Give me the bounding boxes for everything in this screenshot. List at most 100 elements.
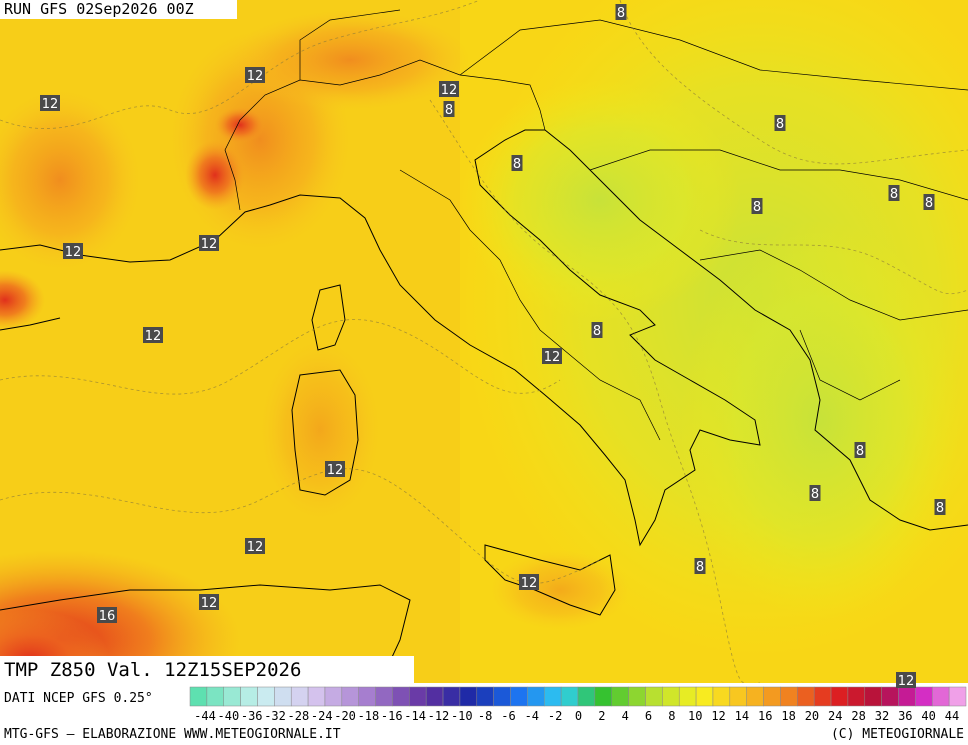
scale-label: 10 bbox=[688, 709, 702, 723]
scale-cell bbox=[915, 686, 933, 707]
contour-label: 16 bbox=[99, 609, 116, 624]
contour-label-box bbox=[615, 4, 627, 20]
scale-label: -8 bbox=[478, 709, 492, 723]
scale-cell bbox=[577, 686, 596, 707]
scale-label: -24 bbox=[311, 709, 333, 723]
scale-cell bbox=[223, 686, 241, 707]
contour-label: 12 bbox=[247, 69, 264, 84]
scale-cell bbox=[510, 686, 528, 707]
scale-cell bbox=[341, 686, 359, 707]
scale-label: 40 bbox=[921, 709, 935, 723]
contour-label: 8 bbox=[617, 6, 625, 21]
contour-label: 8 bbox=[936, 501, 944, 516]
scale-cell bbox=[527, 686, 545, 707]
scale-label: 36 bbox=[898, 709, 912, 723]
footer-left: MTG-GFS — ELABORAZIONE WWW.METEOGIORNALE… bbox=[4, 727, 341, 742]
scale-cell bbox=[797, 686, 815, 707]
contour-label-box bbox=[199, 235, 219, 251]
contour-label-box bbox=[888, 185, 900, 201]
scale-label: 24 bbox=[828, 709, 842, 723]
scale-cell bbox=[729, 686, 747, 707]
scale-cell bbox=[290, 686, 309, 707]
contour-label: 8 bbox=[890, 187, 898, 202]
scale-label: 44 bbox=[945, 709, 959, 723]
scale-cell bbox=[442, 686, 461, 707]
contour-label-box bbox=[245, 538, 265, 554]
scale-cell bbox=[948, 686, 967, 707]
contour-label: 12 bbox=[201, 237, 218, 252]
scale-cell bbox=[358, 686, 376, 707]
contour-label-box bbox=[809, 485, 821, 501]
scale-cell bbox=[324, 686, 343, 707]
scale-cell bbox=[544, 686, 562, 707]
scale-cell bbox=[206, 686, 224, 707]
contour-label-box bbox=[63, 243, 83, 259]
scale-cell bbox=[662, 686, 680, 707]
scale-cell bbox=[645, 686, 663, 707]
scale-label: -12 bbox=[428, 709, 450, 723]
scale-cell bbox=[476, 686, 494, 707]
scale-label: 18 bbox=[781, 709, 795, 723]
contour-label: 12 bbox=[544, 350, 561, 365]
contour-label-box bbox=[591, 322, 603, 338]
scale-label: -10 bbox=[451, 709, 473, 723]
contour-label: 8 bbox=[753, 200, 761, 215]
contour-label-box bbox=[519, 574, 539, 590]
contour-label: 12 bbox=[201, 596, 218, 611]
scale-label: 14 bbox=[735, 709, 749, 723]
contour-label-box bbox=[97, 607, 117, 623]
contour-label-box bbox=[934, 499, 946, 515]
scale-cell bbox=[881, 686, 899, 707]
scale-label: 2 bbox=[598, 709, 605, 723]
scale-cell bbox=[594, 686, 612, 707]
contour-label-box bbox=[143, 327, 163, 343]
borders bbox=[224, 9, 968, 441]
scale-label: -28 bbox=[288, 709, 310, 723]
scale-cell bbox=[932, 686, 950, 707]
contour-label: 8 bbox=[925, 196, 933, 211]
scale-label: -4 bbox=[525, 709, 539, 723]
scale-label: -36 bbox=[241, 709, 263, 723]
scale-label: -40 bbox=[218, 709, 240, 723]
scale-label: 12 bbox=[711, 709, 725, 723]
scale-label: -44 bbox=[194, 709, 216, 723]
source-label: DATI NCEP GFS 0.25° bbox=[4, 691, 153, 706]
field-box bbox=[0, 656, 414, 683]
footer-right: (C) METEOGIORNALE bbox=[831, 727, 964, 742]
scale-label: -16 bbox=[381, 709, 403, 723]
scale-label: 4 bbox=[622, 709, 629, 723]
map-field bbox=[0, 0, 968, 683]
scale-label: 6 bbox=[645, 709, 652, 723]
contour-label: 8 bbox=[856, 444, 864, 459]
scale-label: 20 bbox=[805, 709, 819, 723]
scale-cell bbox=[898, 686, 916, 707]
contour-label-box bbox=[896, 672, 916, 688]
scale-cell bbox=[392, 686, 410, 707]
scale-cell bbox=[493, 686, 511, 707]
scale-label: -6 bbox=[501, 709, 515, 723]
scale-cell bbox=[712, 686, 731, 707]
field-label: TMP Z850 Val. 12Z15SEP2026 bbox=[4, 659, 301, 681]
contour-label-box bbox=[443, 101, 455, 117]
run-label: RUN GFS 02Sep2026 00Z bbox=[4, 0, 194, 18]
scale-cell bbox=[763, 686, 781, 707]
contour-label-box bbox=[325, 461, 345, 477]
scale-label: -14 bbox=[404, 709, 426, 723]
contour-label-box bbox=[694, 558, 706, 574]
scale-cell bbox=[257, 686, 275, 707]
contour-label: 8 bbox=[776, 117, 784, 132]
contour-label-box bbox=[751, 198, 763, 214]
contour-label: 12 bbox=[145, 329, 162, 344]
contour-label-box bbox=[854, 442, 866, 458]
scale-label: 0 bbox=[575, 709, 582, 723]
contour-label: 12 bbox=[327, 463, 344, 478]
scale-cell bbox=[864, 686, 882, 707]
contour-label: 12 bbox=[65, 245, 82, 260]
scale-cell bbox=[409, 686, 427, 707]
scale-cell bbox=[240, 686, 258, 707]
scale-cell bbox=[611, 686, 629, 707]
contour-label: 12 bbox=[521, 576, 538, 591]
contour-label-box bbox=[542, 348, 562, 364]
scale-cell bbox=[695, 686, 714, 707]
